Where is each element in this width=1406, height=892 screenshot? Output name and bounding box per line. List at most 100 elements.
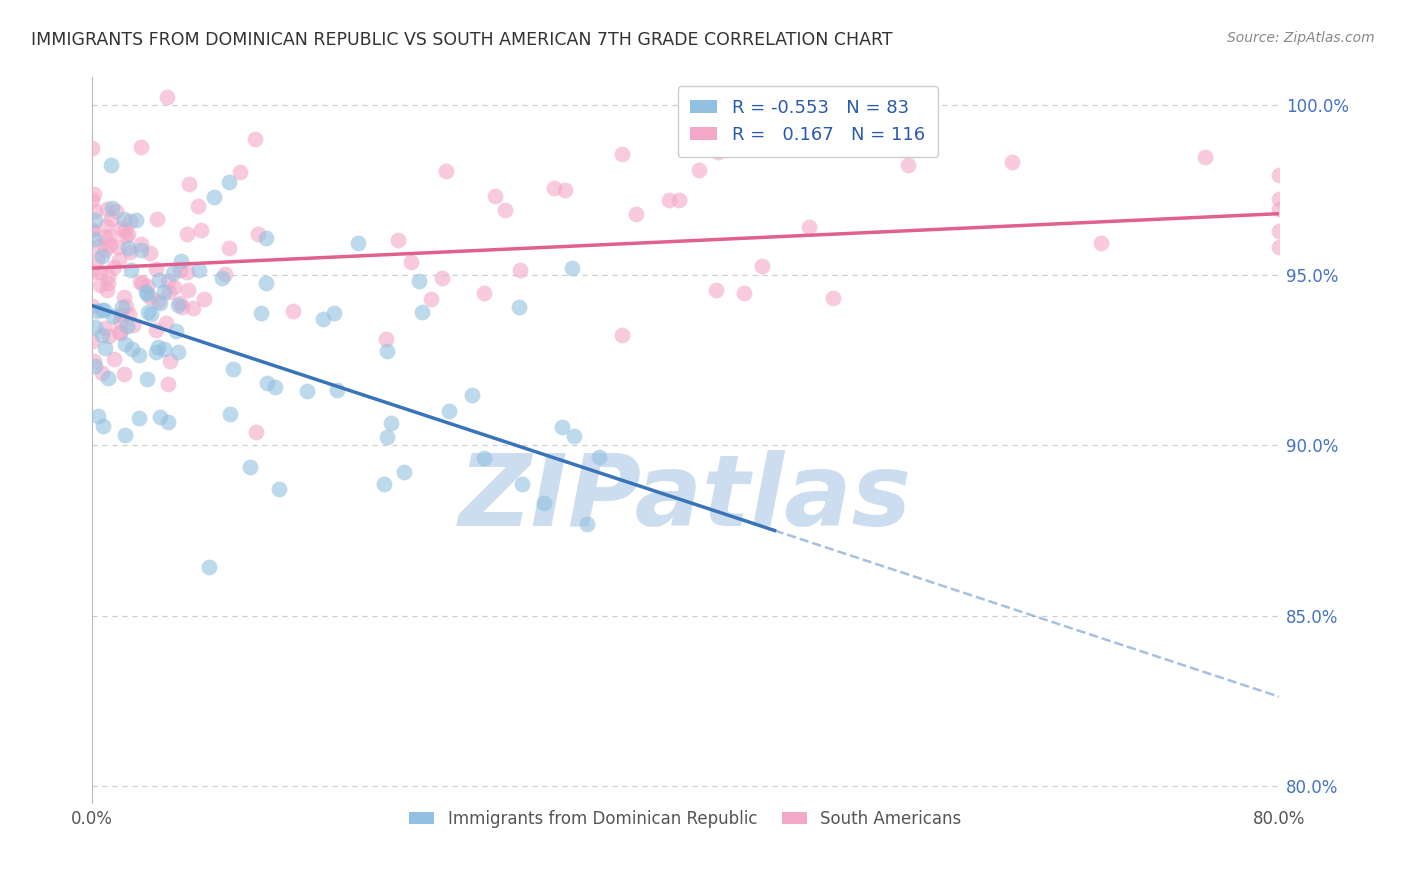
Point: [112, 367, 135, 381]
Point: [121, 318, 143, 332]
Point: [103, 260, 125, 274]
Point: [188, 263, 211, 277]
Point: [267, 482, 290, 496]
Point: [86, 303, 108, 318]
Point: [411, 305, 433, 319]
Point: [152, 342, 174, 356]
Point: [129, 236, 152, 251]
Point: [83, 186, 105, 201]
Point: [551, 419, 574, 434]
Point: [93, 303, 115, 318]
Point: [101, 201, 124, 215]
Point: [588, 450, 610, 464]
Point: [157, 415, 180, 429]
Point: [897, 158, 920, 172]
Point: [114, 299, 136, 313]
Point: [375, 332, 398, 346]
Point: [110, 221, 132, 235]
Point: [323, 306, 346, 320]
Point: [110, 325, 132, 339]
Point: [243, 132, 266, 146]
Point: [1090, 236, 1112, 251]
Point: [688, 163, 710, 178]
Point: [129, 275, 152, 289]
Point: [108, 253, 131, 268]
Point: [156, 376, 179, 391]
Point: [264, 380, 287, 394]
Point: [103, 351, 125, 366]
Point: [399, 255, 422, 269]
Point: [110, 315, 132, 329]
Point: [193, 292, 215, 306]
Point: [254, 231, 277, 245]
Point: [91, 366, 114, 380]
Point: [82, 193, 104, 207]
Point: [111, 300, 134, 314]
Point: [461, 388, 484, 402]
Point: [751, 259, 773, 273]
Point: [82, 141, 104, 155]
Point: [94, 243, 117, 257]
Point: [117, 227, 139, 242]
Point: [218, 175, 240, 189]
Point: [145, 262, 167, 277]
Point: [387, 233, 409, 247]
Point: [222, 361, 245, 376]
Point: [347, 236, 370, 251]
Point: [624, 207, 647, 221]
Point: [94, 321, 117, 335]
Point: [392, 465, 415, 479]
Point: [176, 227, 198, 242]
Point: [83, 354, 105, 368]
Point: [146, 212, 169, 227]
Point: [118, 307, 141, 321]
Point: [562, 428, 585, 442]
Point: [1268, 192, 1291, 206]
Point: [96, 283, 118, 297]
Point: [108, 326, 131, 340]
Point: [145, 323, 167, 337]
Point: [239, 459, 262, 474]
Point: [375, 430, 398, 444]
Point: [118, 214, 141, 228]
Point: [149, 410, 172, 425]
Point: [1268, 240, 1291, 254]
Point: [112, 290, 135, 304]
Point: [125, 213, 148, 227]
Point: [94, 219, 117, 234]
Point: [177, 177, 200, 191]
Point: [420, 292, 443, 306]
Point: [190, 223, 212, 237]
Point: [139, 307, 162, 321]
Point: [136, 304, 159, 318]
Point: [543, 181, 565, 195]
Point: [118, 245, 141, 260]
Text: ZIPatlas: ZIPatlas: [458, 450, 912, 547]
Point: [82, 265, 104, 279]
Point: [169, 295, 191, 310]
Point: [128, 411, 150, 425]
Point: [408, 274, 430, 288]
Point: [176, 283, 198, 297]
Point: [129, 243, 152, 257]
Point: [84, 232, 107, 246]
Point: [93, 230, 115, 244]
Point: [256, 376, 278, 390]
Point: [100, 158, 122, 172]
Point: [1194, 150, 1216, 164]
Point: [101, 309, 124, 323]
Point: [114, 337, 136, 351]
Point: [145, 344, 167, 359]
Point: [82, 299, 104, 313]
Point: [554, 183, 576, 197]
Point: [1268, 168, 1291, 182]
Point: [187, 199, 209, 213]
Point: [494, 202, 516, 217]
Point: [733, 285, 755, 300]
Point: [380, 416, 402, 430]
Point: [139, 246, 162, 260]
Point: [312, 312, 335, 326]
Point: [84, 212, 107, 227]
Point: [254, 276, 277, 290]
Point: [121, 342, 143, 356]
